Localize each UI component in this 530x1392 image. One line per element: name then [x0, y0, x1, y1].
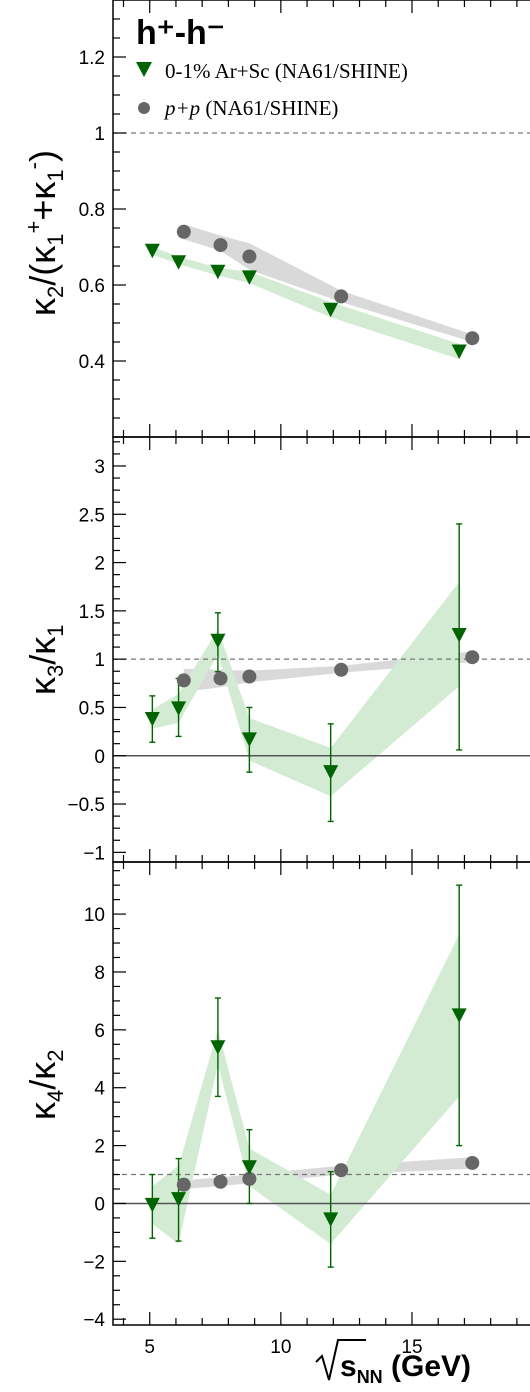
- marker-arsc: [171, 1192, 187, 1207]
- ylabel-panel-2: κ3/κ1: [22, 624, 68, 695]
- marker-pp: [176, 224, 191, 239]
- y-tick-label: 1.5: [79, 602, 105, 623]
- x-tick-label: 10: [270, 1337, 291, 1358]
- y-tick-label: 3: [94, 457, 105, 478]
- marker-arsc: [323, 765, 339, 780]
- x-axis-label: sNN (GeV): [315, 1339, 471, 1387]
- y-tick-label: 2: [94, 554, 105, 575]
- marker-arsc: [323, 1212, 339, 1227]
- legend-label-arsc: 0-1% Ar+Sc (NA61/SHINE): [165, 59, 408, 83]
- marker-arsc: [451, 628, 467, 643]
- y-tick-label: 1: [94, 124, 105, 145]
- marker-arsc: [171, 701, 187, 716]
- y-tick-label: −2: [83, 1252, 105, 1273]
- xlabel-text: sNN (GeV): [340, 1350, 471, 1387]
- y-tick-label: −1: [83, 843, 105, 864]
- marker-pp: [465, 650, 480, 665]
- y-tick-label: 0: [94, 747, 105, 768]
- band-arsc: [152, 934, 460, 1244]
- band-pp: [183, 224, 473, 342]
- y-tick-label: 2: [94, 1137, 105, 1158]
- marker-arsc: [210, 1040, 226, 1055]
- marker-arsc: [241, 270, 257, 285]
- marker-arsc: [323, 302, 339, 318]
- marker-pp: [242, 1171, 257, 1186]
- marker-arsc: [451, 1008, 467, 1023]
- sqrt-sign: [315, 1339, 366, 1381]
- marker-pp: [213, 671, 228, 686]
- y-tick-label: 0.5: [79, 698, 105, 719]
- y-tick-label: −4: [83, 1310, 105, 1331]
- marker-arsc: [241, 1160, 257, 1175]
- y-tick-label: 1.2: [79, 48, 105, 69]
- legend-label-pp: p+p (NA61/SHINE): [163, 96, 338, 120]
- marker-pp: [176, 673, 191, 688]
- band-arsc: [152, 581, 460, 797]
- panel-2: −1 −0.5 0 0.5 1 1.5 2 2.5 3: [67, 436, 530, 864]
- plot-area: [113, 884, 530, 1268]
- marker-pp: [213, 238, 228, 253]
- y-tick-label: 0.8: [79, 200, 105, 221]
- y-tick-label: 10: [84, 905, 105, 926]
- marker-pp: [242, 669, 257, 684]
- marker-pp: [242, 249, 257, 264]
- y-axis-labels: κ2/(κ1++κ1-) κ3/κ1 κ4/κ2: [21, 150, 68, 1120]
- marker-pp: [465, 1155, 480, 1170]
- marker-pp: [334, 1163, 349, 1178]
- y-tick-label: 4: [94, 1079, 105, 1100]
- panel-frame: [112, 436, 530, 863]
- panel-1: 0.4 0.6 0.8 1 1.2: [79, 0, 530, 438]
- marker-arsc: [144, 243, 160, 259]
- chart-title: h⁺-h⁻: [136, 14, 225, 52]
- y-tick-label: −0.5: [67, 795, 105, 816]
- y-tick-label: 0.6: [79, 276, 105, 297]
- legend-marker-arsc: [136, 62, 152, 77]
- x-tick-label: 5: [144, 1337, 155, 1358]
- legend: h⁺-h⁻ 0-1% Ar+Sc (NA61/SHINE) p+p (NA61/…: [136, 14, 408, 120]
- marker-arsc: [144, 712, 160, 727]
- marker-arsc: [144, 1197, 160, 1213]
- marker-arsc: [171, 255, 187, 270]
- marker-pp: [465, 331, 480, 346]
- plot-area: [113, 132, 530, 360]
- marker-arsc: [241, 732, 257, 747]
- x-tick-label: 15: [401, 1337, 422, 1358]
- y-tick-label: 2.5: [79, 505, 105, 526]
- y-tick-label: 8: [94, 963, 105, 984]
- legend-marker-pp: [138, 102, 150, 114]
- ylabel-panel-3: κ4/κ2: [22, 1049, 68, 1120]
- band-arsc: [152, 247, 460, 360]
- marker-arsc: [210, 633, 226, 649]
- plot-area: [113, 523, 530, 823]
- marker-pp: [213, 1174, 228, 1189]
- y-tick-label: 1: [94, 650, 105, 671]
- marker-pp: [334, 289, 349, 304]
- y-tick-label: 0.4: [79, 352, 106, 373]
- panels: 0.4 0.6 0.8 1 1.2 −1 −0.5 0 0.5 1 1.5 2 2.5 3 −4 −2 0 2 4 6…: [67, 0, 530, 1358]
- marker-arsc: [210, 264, 226, 280]
- marker-pp: [176, 1177, 191, 1192]
- ylabel-panel-1: κ2/(κ1++κ1-): [21, 150, 68, 316]
- panel-3: −4 −2 0 2 4 6 8 10 5 10 15: [83, 861, 530, 1358]
- y-tick-label: 6: [94, 1021, 105, 1042]
- y-tick-label: 0: [94, 1194, 105, 1215]
- marker-arsc: [451, 344, 467, 359]
- panel-frame: [112, 861, 530, 1326]
- marker-pp: [334, 662, 349, 677]
